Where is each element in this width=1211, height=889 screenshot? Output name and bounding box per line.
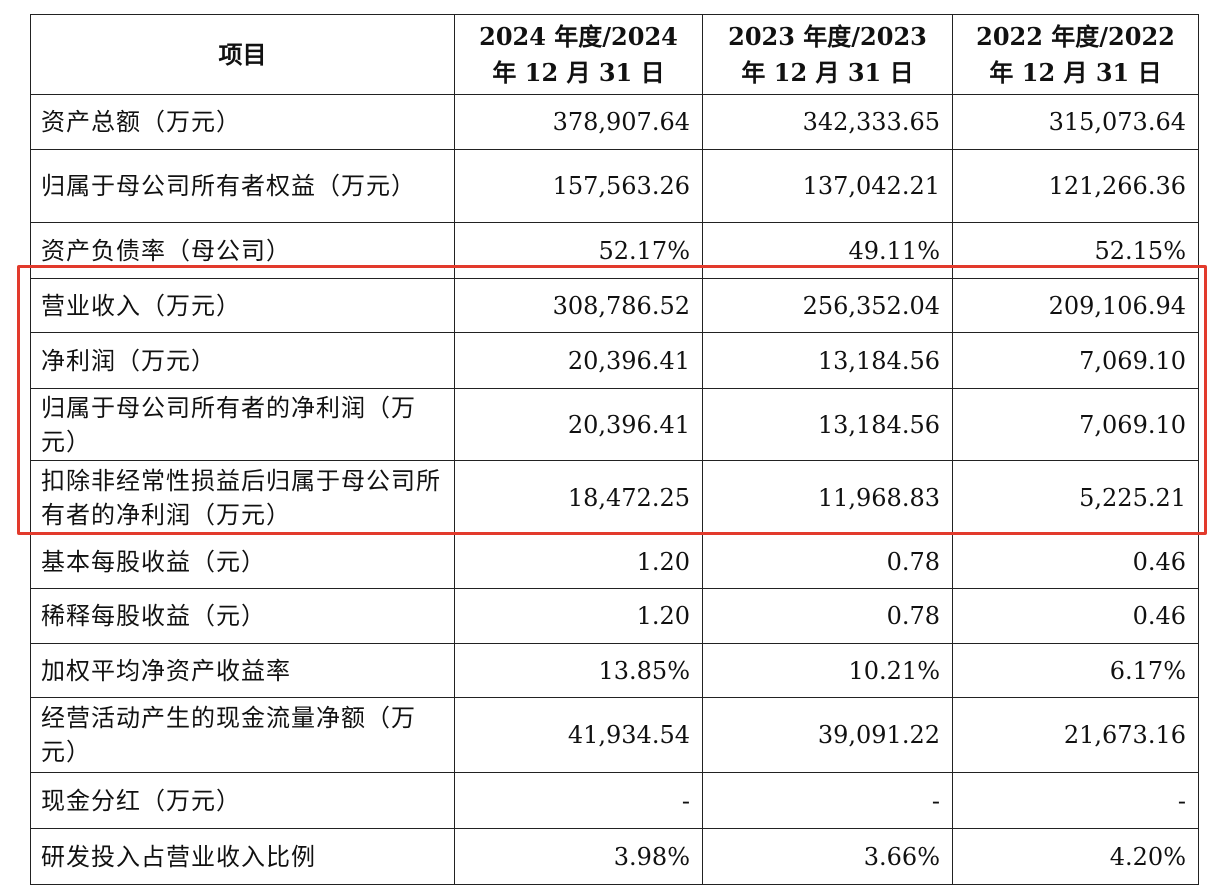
value-2023: 3.66% bbox=[702, 828, 953, 885]
table-row: 归属于母公司所有者权益（万元） 157,563.26 137,042.21 12… bbox=[30, 149, 1199, 223]
value-2022: 21,673.16 bbox=[952, 697, 1199, 773]
table-row: 基本每股收益（元） 1.20 0.78 0.46 bbox=[30, 534, 1199, 589]
value-2022: 5,225.21 bbox=[952, 460, 1199, 535]
header-item: 项目 bbox=[30, 14, 455, 95]
row-label: 研发投入占营业收入比例 bbox=[30, 828, 455, 885]
value-2024: 18,472.25 bbox=[454, 460, 703, 535]
value-2022: 52.15% bbox=[952, 222, 1199, 279]
row-label: 基本每股收益（元） bbox=[30, 534, 455, 589]
row-label: 扣除非经常性损益后归属于母公司所有者的净利润（万元） bbox=[30, 460, 455, 535]
value-2024: 308,786.52 bbox=[454, 278, 703, 333]
value-2024: 3.98% bbox=[454, 828, 703, 885]
value-2023: 0.78 bbox=[702, 588, 953, 644]
table-row: 扣除非经常性损益后归属于母公司所有者的净利润（万元） 18,472.25 11,… bbox=[30, 460, 1199, 535]
header-2023: 2023 年度/2023 年 12 月 31 日 bbox=[702, 14, 953, 95]
value-2024: 1.20 bbox=[454, 534, 703, 589]
value-2023: 256,352.04 bbox=[702, 278, 953, 333]
value-2023: 342,333.65 bbox=[702, 94, 953, 150]
value-2024: 1.20 bbox=[454, 588, 703, 644]
table-row: 营业收入（万元） 308,786.52 256,352.04 209,106.9… bbox=[30, 278, 1199, 333]
value-2024: 157,563.26 bbox=[454, 149, 703, 223]
value-2023: 49.11% bbox=[702, 222, 953, 279]
row-label: 营业收入（万元） bbox=[30, 278, 455, 333]
row-label: 经营活动产生的现金流量净额（万元） bbox=[30, 697, 455, 773]
value-2024: 20,396.41 bbox=[454, 388, 703, 461]
table-row: 研发投入占营业收入比例 3.98% 3.66% 4.20% bbox=[30, 828, 1199, 885]
row-label: 归属于母公司所有者的净利润（万元） bbox=[30, 388, 455, 461]
header-row: 项目 2024 年度/2024 年 12 月 31 日 2023 年度/2023… bbox=[30, 14, 1199, 95]
table-row: 归属于母公司所有者的净利润（万元） 20,396.41 13,184.56 7,… bbox=[30, 388, 1199, 461]
value-2022: - bbox=[952, 772, 1199, 829]
row-label: 资产负债率（母公司） bbox=[30, 222, 455, 279]
table-row: 现金分红（万元） - - - bbox=[30, 772, 1199, 829]
value-2024: - bbox=[454, 772, 703, 829]
value-2022: 4.20% bbox=[952, 828, 1199, 885]
table-row: 资产总额（万元） 378,907.64 342,333.65 315,073.6… bbox=[30, 94, 1199, 150]
value-2022: 6.17% bbox=[952, 643, 1199, 698]
value-2023: 10.21% bbox=[702, 643, 953, 698]
value-2023: 137,042.21 bbox=[702, 149, 953, 223]
value-2024: 378,907.64 bbox=[454, 94, 703, 150]
value-2022: 315,073.64 bbox=[952, 94, 1199, 150]
financial-summary-table: 项目 2024 年度/2024 年 12 月 31 日 2023 年度/2023… bbox=[30, 14, 1199, 885]
row-label: 资产总额（万元） bbox=[30, 94, 455, 150]
table-row: 稀释每股收益（元） 1.20 0.78 0.46 bbox=[30, 588, 1199, 644]
value-2023: 13,184.56 bbox=[702, 332, 953, 389]
value-2024: 20,396.41 bbox=[454, 332, 703, 389]
value-2022: 0.46 bbox=[952, 534, 1199, 589]
value-2023: 39,091.22 bbox=[702, 697, 953, 773]
row-label: 现金分红（万元） bbox=[30, 772, 455, 829]
value-2022: 0.46 bbox=[952, 588, 1199, 644]
header-2022: 2022 年度/2022 年 12 月 31 日 bbox=[952, 14, 1199, 95]
row-label: 归属于母公司所有者权益（万元） bbox=[30, 149, 455, 223]
value-2023: 13,184.56 bbox=[702, 388, 953, 461]
table-row: 加权平均净资产收益率 13.85% 10.21% 6.17% bbox=[30, 643, 1199, 698]
table-row: 经营活动产生的现金流量净额（万元） 41,934.54 39,091.22 21… bbox=[30, 697, 1199, 773]
value-2024: 13.85% bbox=[454, 643, 703, 698]
value-2023: 0.78 bbox=[702, 534, 953, 589]
value-2023: - bbox=[702, 772, 953, 829]
row-label: 净利润（万元） bbox=[30, 332, 455, 389]
table-row: 资产负债率（母公司） 52.17% 49.11% 52.15% bbox=[30, 222, 1199, 279]
value-2024: 41,934.54 bbox=[454, 697, 703, 773]
header-2024: 2024 年度/2024 年 12 月 31 日 bbox=[454, 14, 703, 95]
row-label: 稀释每股收益（元） bbox=[30, 588, 455, 644]
value-2023: 11,968.83 bbox=[702, 460, 953, 535]
value-2022: 7,069.10 bbox=[952, 388, 1199, 461]
table-row: 净利润（万元） 20,396.41 13,184.56 7,069.10 bbox=[30, 332, 1199, 389]
row-label: 加权平均净资产收益率 bbox=[30, 643, 455, 698]
value-2022: 121,266.36 bbox=[952, 149, 1199, 223]
value-2022: 209,106.94 bbox=[952, 278, 1199, 333]
value-2024: 52.17% bbox=[454, 222, 703, 279]
value-2022: 7,069.10 bbox=[952, 332, 1199, 389]
